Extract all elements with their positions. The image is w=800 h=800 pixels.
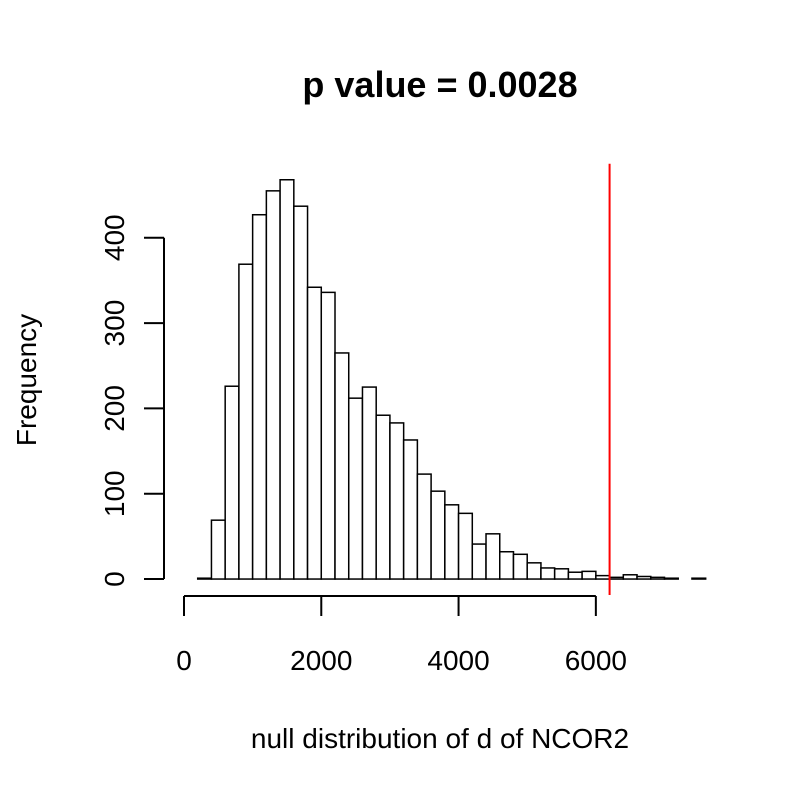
bar [499, 550, 515, 580]
bar [320, 291, 336, 580]
bar [265, 190, 281, 580]
y-tick-label: 400 [99, 214, 130, 261]
bar [196, 577, 213, 580]
bar [238, 263, 254, 580]
bar [347, 397, 364, 580]
bar [691, 577, 707, 580]
bar [595, 574, 611, 580]
bar [430, 490, 446, 580]
x-tick-label: 6000 [565, 645, 627, 676]
y-tick-label: 200 [99, 385, 130, 432]
x-tick-label: 0 [176, 645, 192, 676]
bar [361, 386, 377, 580]
bar [224, 385, 240, 580]
bar [650, 576, 666, 580]
x-axis-label: null distribution of d of NCOR2 [251, 723, 629, 754]
bar [636, 575, 652, 580]
bar [663, 577, 679, 580]
y-tick-label: 0 [99, 571, 130, 587]
bar [526, 562, 542, 580]
bar [608, 576, 625, 580]
bar [279, 179, 295, 580]
bar [444, 504, 460, 580]
bar [567, 571, 583, 580]
bar [251, 213, 268, 580]
bar [402, 439, 419, 580]
bar [375, 414, 391, 580]
x-tick-label: 2000 [290, 645, 352, 676]
x-tick-label: 4000 [427, 645, 489, 676]
bar [553, 568, 570, 580]
bar [389, 422, 405, 580]
bar [471, 543, 487, 580]
y-axis-label: Frequency [11, 314, 42, 446]
bar [540, 567, 556, 580]
bar [416, 473, 432, 580]
bar [293, 205, 309, 580]
y-tick-label: 300 [99, 300, 130, 347]
bar [485, 533, 501, 580]
bar [457, 512, 474, 580]
y-tick-label: 100 [99, 470, 130, 517]
bar [622, 574, 638, 580]
chart-title: p value = 0.0028 [302, 64, 577, 105]
bar [581, 570, 597, 580]
bar [210, 519, 226, 580]
bar [334, 352, 350, 580]
bar [306, 286, 323, 580]
bar [512, 553, 528, 580]
